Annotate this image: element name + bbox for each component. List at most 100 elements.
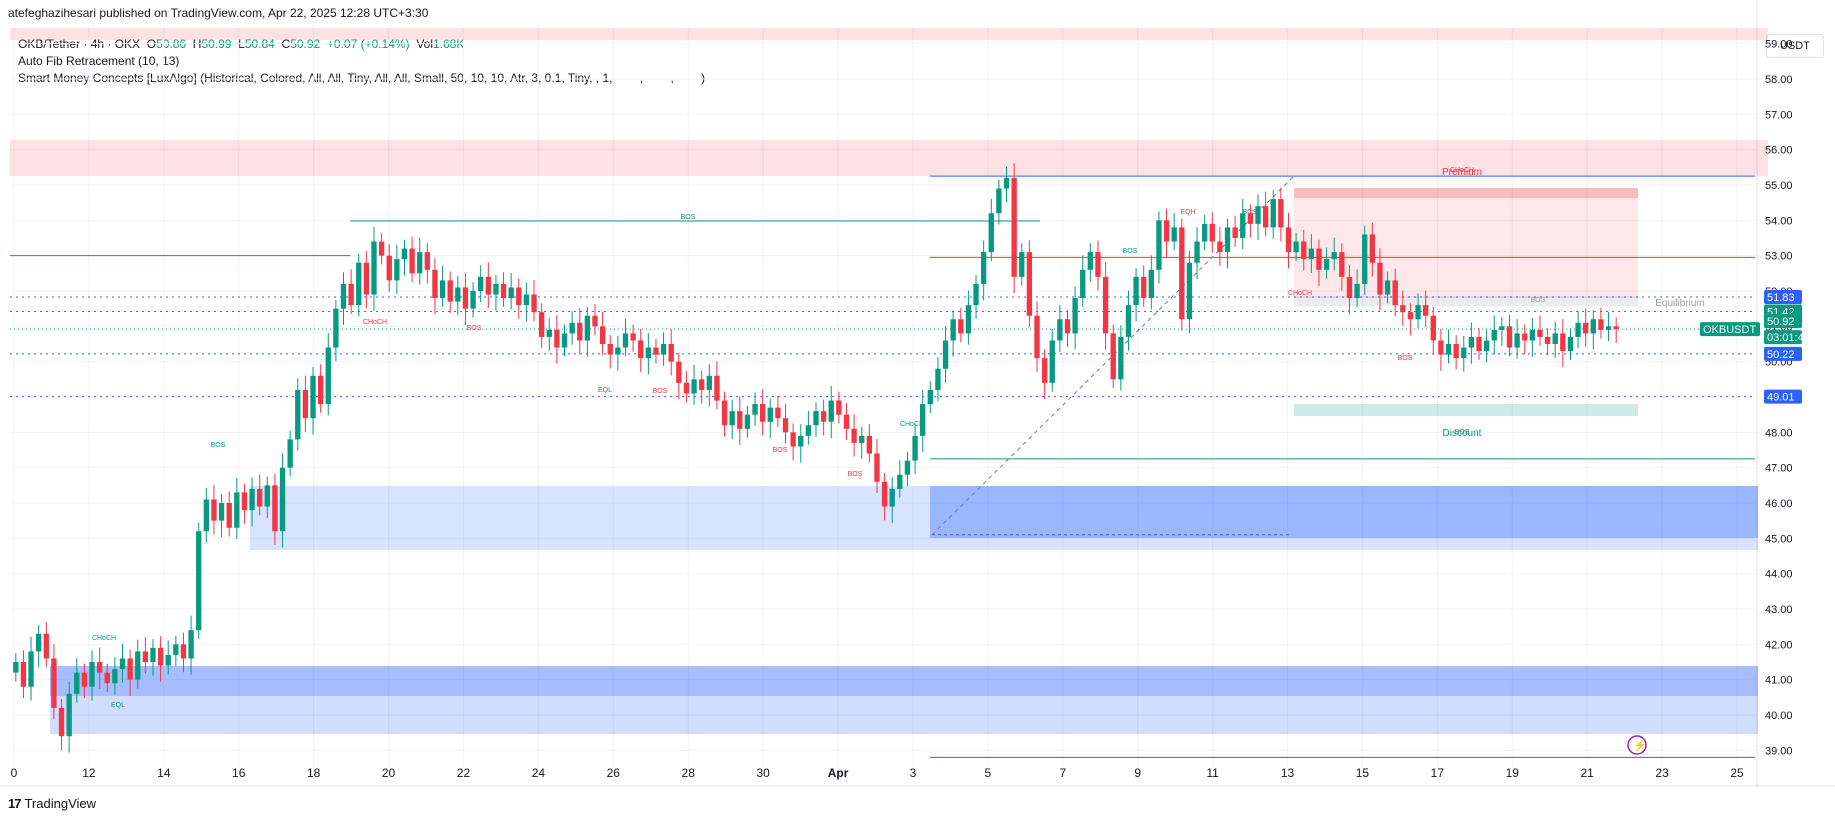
y-tick-label: 58.00 — [1765, 74, 1793, 86]
premium-zone-top — [1294, 188, 1638, 198]
candle-body — [889, 488, 895, 507]
x-tick-label: 7 — [1059, 766, 1066, 780]
candle-body — [28, 651, 34, 687]
tradingview-logo-icon: 17 — [8, 796, 22, 811]
candle — [188, 615, 194, 675]
candle — [1133, 268, 1139, 322]
candle — [1224, 218, 1231, 269]
candle — [1400, 290, 1406, 326]
candle-body — [485, 276, 491, 295]
candle-body — [523, 294, 530, 306]
candle — [317, 364, 324, 413]
candle — [759, 389, 766, 436]
candle-body — [234, 492, 240, 528]
candle — [378, 232, 385, 265]
structure-annotations: BOS BOS CHoCH EQL BOS EQL BOS BOS BOS CHoCH BOS CHo… — [92, 167, 1705, 709]
legend-indicator-fib[interactable]: Auto Fib Retracement (10, 13) — [18, 54, 180, 68]
candle — [1156, 211, 1162, 284]
candle — [798, 424, 804, 463]
price-badge-label: OKBUSDT — [1703, 324, 1756, 336]
candle-body — [1019, 252, 1025, 277]
candle — [950, 310, 956, 357]
candle-body — [1529, 329, 1536, 341]
candle-body — [340, 283, 347, 309]
candle-body — [104, 672, 110, 684]
structure-label: BOS — [1398, 355, 1413, 362]
candle — [622, 318, 629, 357]
candle — [371, 227, 377, 311]
candle — [165, 640, 171, 675]
candle-body — [1141, 276, 1147, 299]
y-tick-label: 57.00 — [1765, 109, 1793, 121]
candle-body — [493, 283, 499, 295]
candle-body — [965, 305, 972, 334]
price-badge — [1764, 346, 1802, 361]
price-badge-label: 03:01:44 — [1767, 332, 1810, 344]
candle-body — [1613, 326, 1619, 330]
x-tick-label: 15 — [1356, 766, 1370, 780]
structure-label: BOS — [773, 447, 788, 454]
candle — [81, 663, 88, 699]
candle-body — [660, 344, 667, 355]
candle — [1567, 328, 1574, 360]
candle-body — [462, 287, 469, 309]
candle — [1064, 310, 1071, 348]
price-badge-label: 50.92 — [1767, 316, 1795, 328]
candle-body — [119, 658, 126, 670]
candle — [1011, 163, 1017, 294]
y-tick-label: 47.00 — [1765, 463, 1793, 475]
candle — [500, 272, 507, 307]
candle-body — [767, 407, 773, 422]
candle — [775, 395, 781, 428]
currency-button[interactable]: USDT — [1766, 34, 1824, 58]
candle — [1293, 232, 1299, 261]
candle — [470, 282, 476, 318]
candle — [1026, 240, 1033, 328]
tradingview-footer[interactable]: 17 TradingView — [8, 796, 96, 811]
candle-body — [706, 375, 712, 390]
candle-body — [43, 633, 49, 659]
candle — [439, 265, 446, 307]
candle-body — [1217, 241, 1223, 253]
equilibrium-zone — [1294, 296, 1638, 306]
candle — [1194, 227, 1200, 279]
candle-body — [165, 654, 171, 666]
x-tick-label: 28 — [682, 766, 696, 780]
y-tick-label: 56.00 — [1765, 145, 1793, 157]
candle — [119, 643, 126, 683]
legend-indicator-smc[interactable]: Smart Money Concepts [LuxAlgo] (Historic… — [18, 71, 706, 85]
candle — [196, 522, 202, 640]
candle-body — [744, 414, 751, 429]
candle — [805, 410, 812, 445]
candle — [904, 451, 911, 487]
candle-body — [203, 499, 209, 532]
candle — [1179, 218, 1185, 331]
candle-body — [272, 485, 278, 532]
candle-body — [927, 389, 933, 405]
candle — [988, 198, 994, 261]
candle — [1209, 212, 1215, 253]
candle — [455, 275, 461, 316]
candle-body — [1156, 220, 1162, 270]
candle-body — [798, 435, 804, 447]
candle-body — [1522, 333, 1528, 341]
candle-body — [1285, 227, 1292, 253]
candle-body — [1316, 248, 1322, 270]
price-badge — [1764, 389, 1802, 404]
smc-zones — [10, 28, 1768, 734]
candle-body — [1041, 358, 1048, 383]
candle — [1423, 290, 1429, 328]
candle-body — [737, 411, 743, 429]
structure-label: BOS — [848, 471, 863, 478]
candle-body — [958, 319, 964, 334]
candle-body — [96, 662, 103, 673]
candle — [340, 272, 347, 325]
candle — [508, 272, 514, 310]
candle — [36, 624, 42, 668]
candle — [1468, 322, 1475, 364]
price-badges: 51.8351.42OKBUSDT50.9203:01:4450.2249.01… — [1627, 290, 1810, 755]
zone-label-discount: Discount — [1443, 428, 1482, 439]
candle-body — [714, 375, 720, 401]
